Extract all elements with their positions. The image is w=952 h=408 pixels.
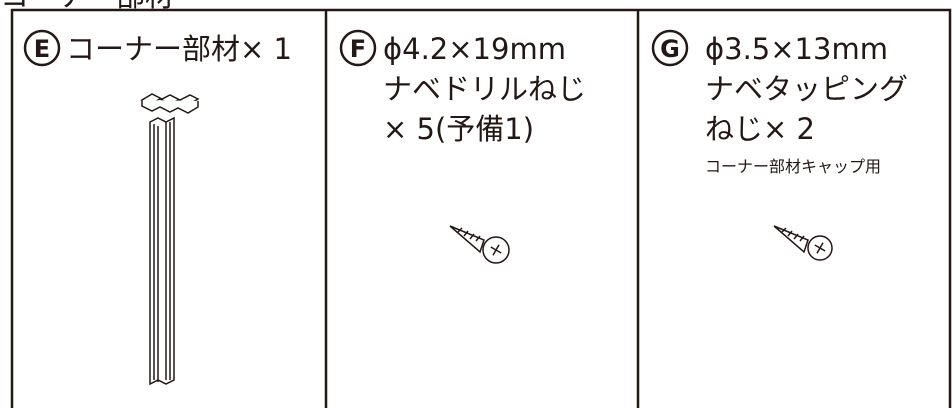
- part-panel: E コーナー部材× 1: [23, 29, 292, 386]
- corner-post-illustration: [149, 116, 175, 386]
- part-note: コーナー部材キャップ用: [705, 157, 881, 176]
- corner-cap-illustration: [140, 93, 200, 114]
- letter-circle: [339, 29, 377, 67]
- part-letter: E: [34, 35, 50, 63]
- part-panel: F ϕ4.2×19mm ナベドリルねじ × 5(予備1): [339, 29, 586, 264]
- part-label: ϕ3.5×13mm: [705, 32, 888, 66]
- part-label: コーナー部材× 1: [66, 32, 292, 66]
- screw-illustration: [449, 225, 510, 264]
- screw-illustration: [773, 225, 833, 261]
- letter-circle: [651, 29, 689, 67]
- part-label: ねじ× 2: [705, 112, 815, 146]
- part-label: ナベタッピング: [705, 72, 908, 106]
- parts-frame: [10, 8, 952, 408]
- part-label: ナベドリルねじ: [383, 72, 586, 106]
- part-letter: G: [660, 35, 680, 63]
- part-panel: G ϕ3.5×13mm ナベタッピング ねじ× 2 コーナー部材キャップ用: [651, 29, 908, 261]
- part-label: ϕ4.2×19mm: [383, 32, 566, 66]
- part-letter: F: [350, 35, 366, 63]
- part-label: × 5(予備1): [383, 112, 534, 146]
- letter-circle: [23, 29, 61, 67]
